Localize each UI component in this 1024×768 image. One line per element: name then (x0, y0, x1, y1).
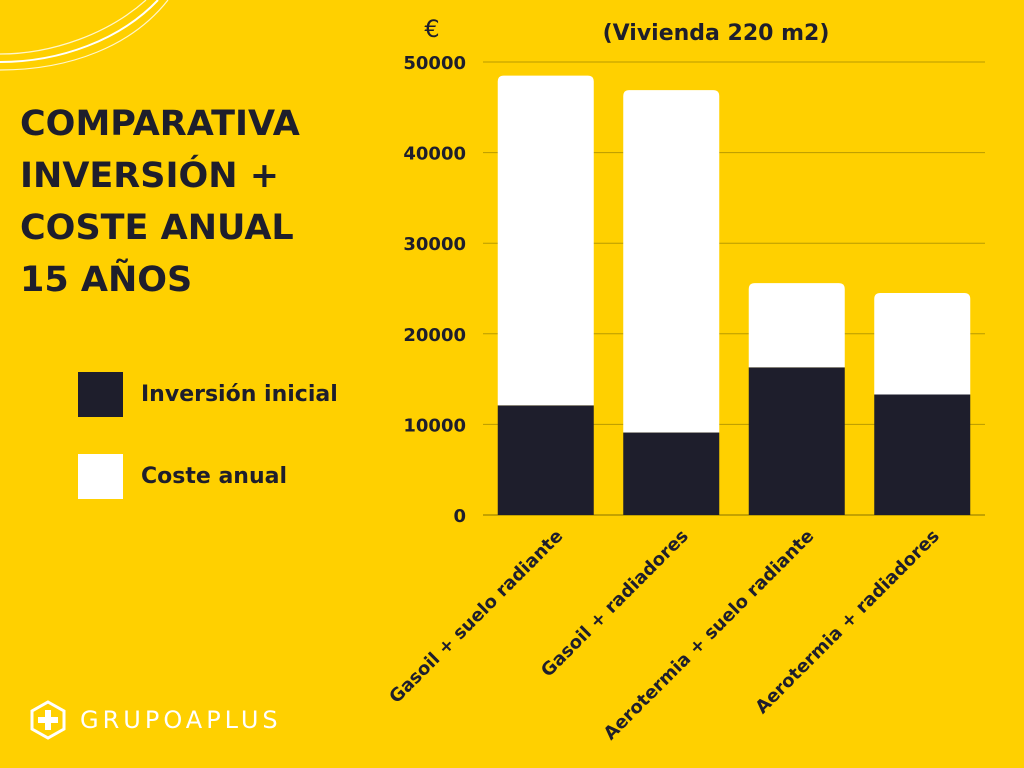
legend-swatch (78, 372, 123, 417)
y-tick-label: 10000 (403, 415, 466, 436)
x-tick-label: Aerotermia + suelo radiante (600, 526, 819, 745)
legend-label: Inversión inicial (141, 382, 338, 407)
legend-swatch (78, 454, 123, 499)
y-tick-label: 20000 (403, 325, 466, 346)
brand-logo: GRUPOAPLUS (28, 700, 282, 740)
chart-heading: COMPARATIVA INVERSIÓN + COSTE ANUAL 15 A… (20, 98, 360, 306)
plus-hexagon-icon (30, 700, 66, 740)
bar-segment-coste-anual (623, 90, 720, 433)
heading-line: 15 AÑOS (20, 260, 193, 300)
bar-segment-coste-anual (497, 75, 594, 406)
heading-line: COMPARATIVA (20, 104, 300, 144)
chart-title: (Vivienda 220 m2) (603, 21, 830, 46)
bar-segment-coste-anual (748, 283, 845, 368)
decorative-swirl (0, 0, 169, 71)
y-tick-label: 30000 (403, 234, 466, 255)
bar-segment-coste-anual (874, 293, 971, 395)
bar-segment-inversion-inicial (623, 432, 720, 515)
bar-segment-inversion-inicial (497, 405, 594, 515)
y-tick-label: 50000 (403, 53, 466, 74)
legend-item-coste: Coste anual (78, 454, 287, 499)
heading-line: COSTE ANUAL (20, 208, 294, 248)
x-tick-label: Gasoil + suelo radiante (385, 526, 567, 708)
bar-segment-inversion-inicial (748, 367, 845, 515)
bar-segment-inversion-inicial (874, 394, 971, 515)
legend-label: Coste anual (141, 464, 288, 489)
y-tick-label: 0 (453, 506, 466, 527)
y-tick-label: 40000 (403, 144, 466, 165)
x-tick-label: Gasoil + radiadores (537, 526, 693, 682)
heading-line: INVERSIÓN + (20, 156, 280, 196)
brand-name: GRUPOAPLUS (80, 706, 282, 734)
y-axis-label: € (424, 15, 439, 43)
legend-item-inversion: Inversión inicial (78, 372, 338, 417)
